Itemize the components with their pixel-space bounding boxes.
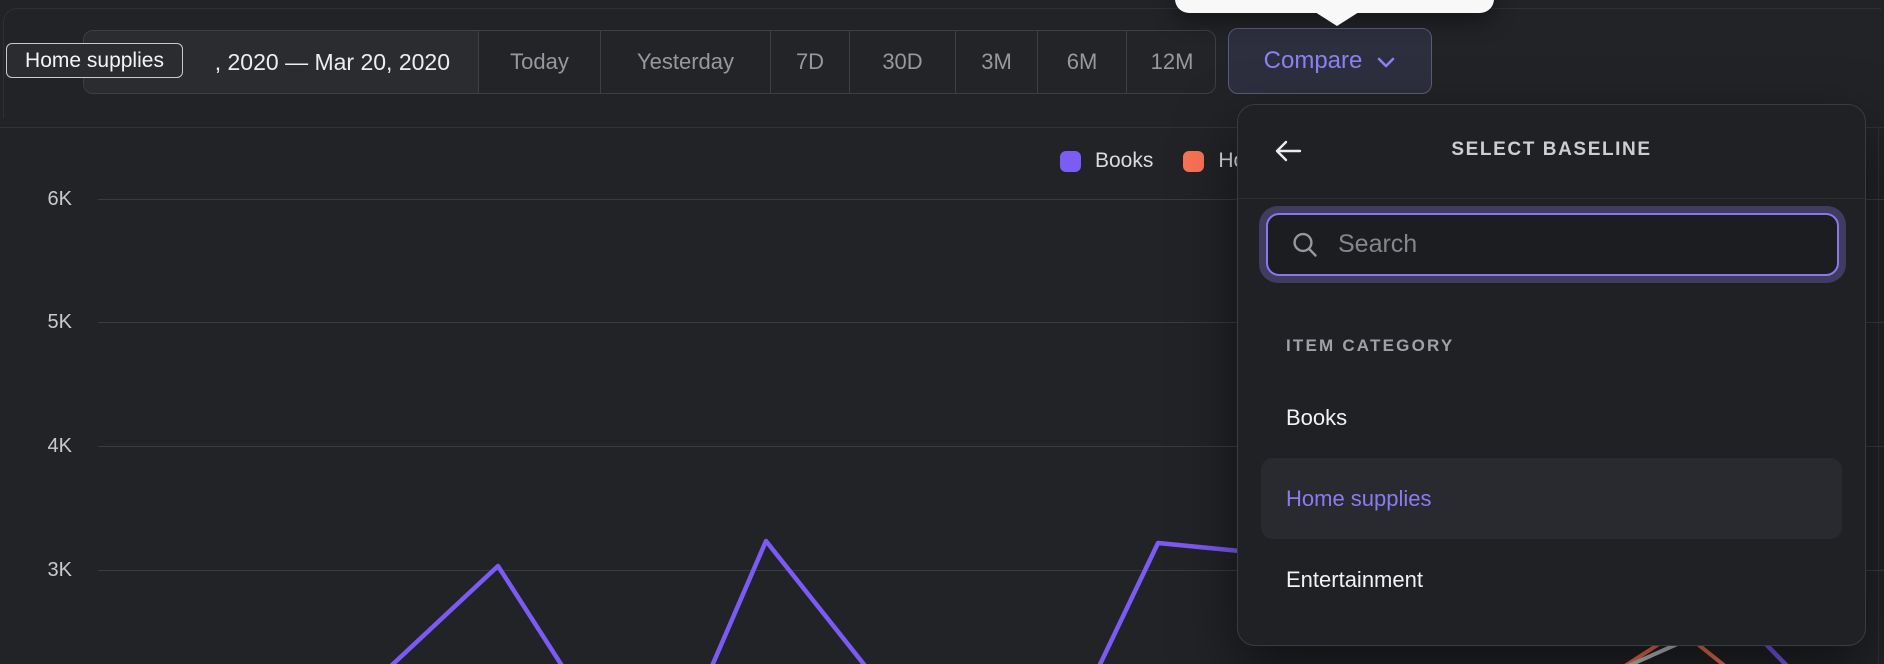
search-input[interactable]: Search (1266, 213, 1839, 276)
chart-card-right-border (1878, 127, 1879, 664)
date-range-toolbar: , 2020 — Mar 20, 2020 Today Yesterday 7D 30… (83, 30, 1216, 94)
y-axis-label-5k: 5K (47, 311, 72, 333)
gridline-6k (98, 199, 1884, 200)
chart-card-top-border (0, 127, 1884, 128)
search-icon (1293, 232, 1317, 257)
arrow-left-icon (1275, 140, 1302, 162)
gridline-4k (98, 446, 1884, 447)
search-field-focus-ring: Search (1259, 206, 1846, 283)
y-axis-label-3k: 3K (47, 559, 72, 581)
period-button-7d[interactable]: 7D (770, 31, 849, 93)
back-button[interactable] (1266, 129, 1310, 173)
compare-button-label: Compare (1263, 47, 1363, 74)
baseline-item-home-supplies[interactable]: Home supplies (1261, 458, 1842, 539)
period-button-3m[interactable]: 3M (955, 31, 1037, 93)
period-button-30d[interactable]: 30D (849, 31, 955, 93)
period-button-6m[interactable]: 6M (1037, 31, 1126, 93)
y-axis-label-4k: 4K (47, 435, 72, 457)
baseline-item-books[interactable]: Books (1286, 404, 1348, 430)
compare-tooltip-arrow (1315, 12, 1359, 26)
legend-swatch-icon (1060, 150, 1081, 172)
period-button-12m[interactable]: 12M (1126, 31, 1215, 93)
legend-item-books: Books (1060, 149, 1153, 173)
hover-tooltip: Home supplies (6, 43, 183, 78)
panel-title: SELECT BASELINE (1451, 139, 1652, 160)
gridline-5k (98, 322, 1884, 323)
chevron-down-icon (1378, 57, 1395, 67)
baseline-item-entertainment[interactable]: Entertainment (1286, 566, 1423, 592)
item-category-label: ITEM CATEGORY (1286, 336, 1455, 355)
period-button-yesterday[interactable]: Yesterday (600, 31, 770, 93)
search-placeholder: Search (1338, 230, 1418, 258)
y-axis-label-6k: 6K (47, 188, 72, 210)
compare-button[interactable]: Compare (1228, 28, 1432, 94)
legend-label: Books (1095, 149, 1154, 172)
legend-swatch-icon (1183, 150, 1205, 172)
baseline-item-list: Books Home supplies Entertainment (1261, 377, 1842, 620)
select-baseline-panel: SELECT BASELINE Search ITEM CATEGORY Boo… (1237, 104, 1866, 646)
compare-tooltip-bubble (1175, 0, 1494, 13)
period-button-today[interactable]: Today (478, 31, 600, 93)
panel-divider (1238, 198, 1865, 199)
